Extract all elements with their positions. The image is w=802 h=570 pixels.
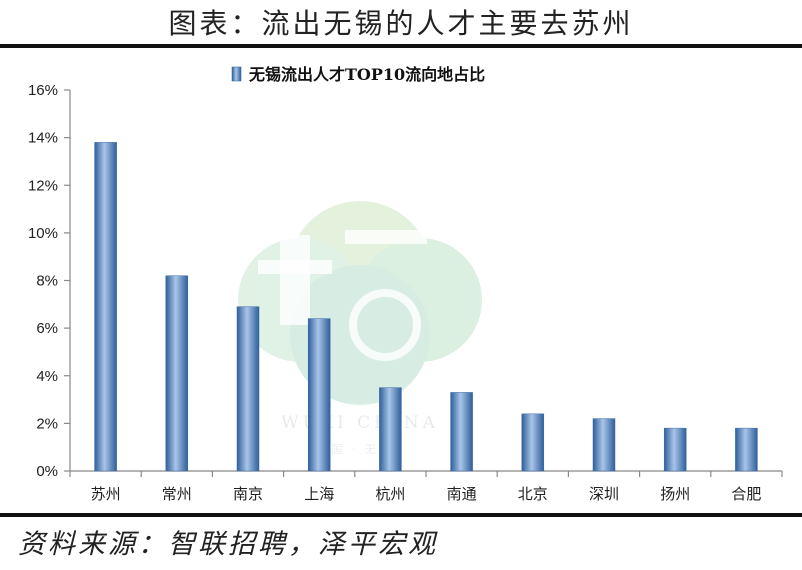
x-tick-label: 常州 [162,485,192,503]
watermark-text: WUXI CHINA [281,413,439,433]
bar-杭州 [379,387,402,472]
x-tick-label: 苏州 [91,485,121,503]
bar-北京 [521,413,545,472]
x-tick-label: 杭州 [375,485,405,503]
bar-合肥 [735,427,758,472]
y-tick-label: 4% [36,368,58,385]
bar-常州 [165,275,189,472]
source-note: 资料来源：智联招聘，泽平宏观 [18,529,438,560]
y-tick-label: 2% [36,415,58,432]
legend-label: 无锡流出人才TOP10流向地占比 [248,65,485,84]
y-tick-label: 10% [28,225,58,242]
bar-扬州 [663,427,687,472]
x-tick-label: 南京 [233,485,263,503]
y-tick-label: 6% [36,320,58,337]
x-tick-label: 北京 [518,485,548,503]
x-tick-label: 合肥 [731,485,761,503]
y-tick-label: 12% [28,177,58,194]
bar-深圳 [592,418,616,472]
x-axis-labels: 苏州 常州 南京 上海 杭州 南通 北京 深圳 扬州 合肥 [91,485,762,503]
figure-title: 图表：流出无锡的人才主要去苏州 [168,7,634,40]
x-tick-label: 扬州 [660,485,690,503]
bar-chart: WUXI CHINA 中国 · 无锡 无锡流出人才TOP10流向地占比 苏州 常州… [28,65,783,503]
legend-swatch [231,66,242,82]
y-tick-label: 0% [36,463,58,480]
bar-南京 [236,306,260,472]
bottom-rule [0,513,802,517]
x-tick-label: 深圳 [589,485,619,503]
x-tick-label: 上海 [304,485,334,503]
bar-苏州 [94,142,117,472]
y-tick-label: 16% [28,82,58,99]
chart-axes [64,89,783,477]
y-axis-labels: 0% 2% 4% 6% 8% 10% 12% 14% 16% [28,82,58,480]
chart-bars [94,142,758,472]
bar-上海 [307,318,331,472]
x-tick-label: 南通 [447,485,477,503]
watermark-logo: WUXI CHINA 中国 · 无锡 [238,201,482,456]
watermark-subtext: 中国 · 无锡 [317,442,393,456]
y-tick-label: 14% [28,130,58,147]
bar-南通 [450,392,473,472]
y-tick-label: 8% [36,273,58,290]
top-rule [0,44,802,48]
